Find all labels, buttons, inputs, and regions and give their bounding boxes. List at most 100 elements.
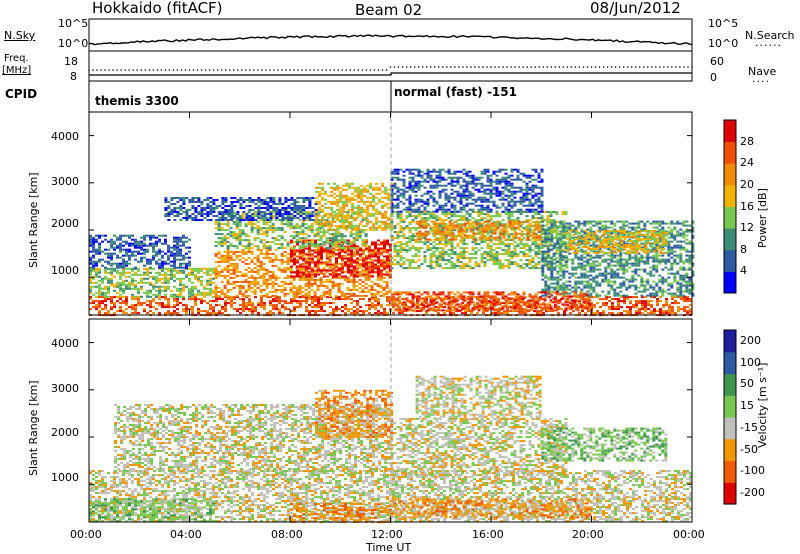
power-cell: [209, 213, 213, 215]
power-cell: [152, 275, 155, 278]
power-cell: [332, 247, 335, 250]
power-cell: [480, 211, 484, 214]
power-cell: [533, 310, 536, 313]
power-cell: [388, 270, 392, 273]
power-cell: [209, 283, 212, 286]
power-cell: [308, 245, 311, 248]
power-cell: [617, 308, 620, 311]
power-cell: [683, 308, 686, 311]
power-cell: [331, 237, 335, 240]
power-cell: [278, 310, 281, 313]
power-cell: [389, 243, 392, 246]
power-cell: [374, 312, 377, 315]
power-cell: [371, 249, 374, 252]
power-cell: [110, 302, 113, 305]
power-cell: [188, 264, 191, 267]
power-cell: [313, 292, 317, 295]
power-cell: [429, 253, 433, 256]
power-cell: [385, 266, 389, 269]
power-cell: [266, 213, 270, 215]
power-cell: [331, 235, 335, 238]
power-cell: [226, 241, 230, 244]
power-cell: [229, 262, 233, 265]
power-cell: [364, 235, 368, 238]
power-cell: [323, 310, 326, 313]
power-cell: [653, 312, 656, 315]
power-cell: [358, 258, 362, 261]
power-cell: [232, 235, 236, 238]
power-cell: [286, 252, 290, 255]
power-cell: [250, 223, 254, 226]
power-cell: [644, 310, 647, 313]
power-cell: [474, 263, 478, 266]
power-cell: [362, 265, 365, 268]
power-cell: [346, 280, 350, 283]
power-cell: [299, 296, 302, 299]
power-cell: [662, 306, 665, 309]
power-cell: [369, 196, 373, 199]
power-cell: [495, 239, 499, 242]
power-cell: [119, 266, 122, 269]
power-cell: [209, 273, 212, 276]
power-cell: [265, 286, 269, 289]
nave-dot: [301, 69, 303, 71]
power-cell: [483, 257, 487, 260]
power-cell: [474, 221, 478, 224]
nave-dot: [281, 69, 283, 71]
power-cell: [355, 237, 359, 240]
power-cell: [641, 308, 644, 311]
power-cell: [305, 275, 308, 278]
power-cell: [155, 295, 158, 298]
power-cell: [125, 267, 128, 270]
power-cell: [125, 234, 128, 237]
power-cell: [89, 291, 92, 294]
power-cell: [401, 312, 404, 315]
power-cell: [489, 245, 493, 248]
nave-dot: [417, 66, 420, 68]
nave-dot: [381, 69, 384, 71]
power-cell: [435, 255, 439, 258]
power-cell: [212, 207, 216, 209]
power-cell: [327, 194, 331, 197]
power-cell: [173, 285, 176, 288]
power-cell: [287, 211, 291, 213]
power-cell: [363, 210, 367, 213]
power-cell: [311, 211, 315, 213]
power-cell: [429, 211, 433, 214]
power-cell: [510, 251, 514, 254]
power-cell: [369, 214, 373, 217]
power-cell: [456, 257, 460, 260]
power-cell: [347, 263, 350, 266]
power-cell: [104, 266, 107, 269]
power-cell: [179, 244, 182, 247]
power-cell: [155, 279, 158, 282]
power-cell: [217, 294, 221, 297]
power-cell: [522, 243, 526, 246]
power-cell: [302, 217, 306, 219]
nave-dot: [200, 69, 203, 71]
power-cell: [131, 281, 134, 284]
power-cell: [459, 217, 463, 220]
power-cell: [98, 250, 101, 253]
power-cell: [416, 310, 419, 313]
power-cell: [453, 211, 457, 214]
power-cell: [220, 256, 224, 259]
power-cell: [188, 217, 192, 219]
power-cell: [185, 219, 189, 221]
power-cell: [671, 306, 674, 309]
power-cell: [286, 258, 290, 261]
power-cell: [242, 211, 246, 213]
power-cell: [119, 281, 122, 284]
power-cell: [158, 279, 161, 282]
power-cell: [336, 200, 340, 203]
power-cell: [504, 265, 508, 268]
power-cell: [480, 247, 484, 250]
power-cell: [289, 260, 293, 263]
power-cell: [315, 216, 319, 219]
power-cell: [232, 270, 236, 273]
power-cell: [259, 227, 263, 230]
power-cell: [182, 258, 185, 261]
power-cell: [101, 293, 104, 296]
power-cell: [274, 274, 278, 277]
power-cell: [241, 284, 245, 287]
